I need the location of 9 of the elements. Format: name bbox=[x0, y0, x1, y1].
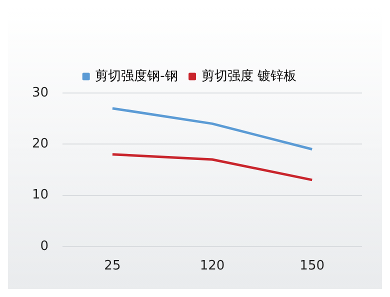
y-tick-label: 0 bbox=[40, 238, 49, 254]
legend-label: 剪切强度 镀锌板 bbox=[201, 68, 296, 84]
x-tick-label: 120 bbox=[200, 258, 225, 274]
y-tick-label: 20 bbox=[32, 136, 49, 152]
y-tick-label: 10 bbox=[32, 188, 49, 203]
x-tick-label: 25 bbox=[104, 258, 121, 274]
legend-label: 剪切强度钢-钢 bbox=[95, 68, 178, 84]
y-tick-label: 30 bbox=[32, 85, 49, 100]
x-tick-label: 150 bbox=[300, 258, 325, 274]
